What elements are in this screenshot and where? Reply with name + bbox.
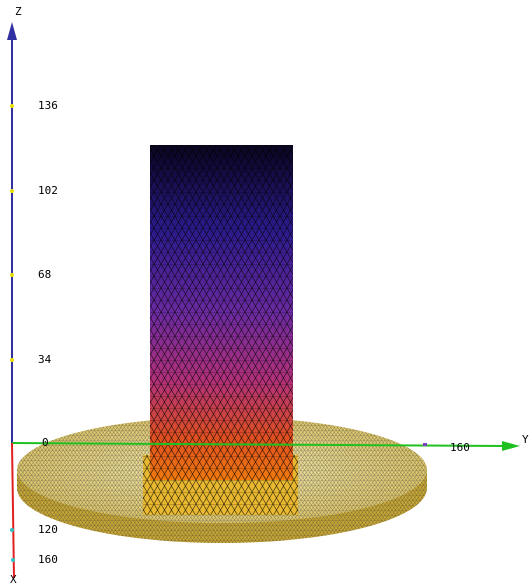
y-tick-label: 160 (450, 441, 470, 454)
x-tick-label: 120 (38, 523, 58, 536)
z-tick-label: 102 (38, 184, 58, 197)
x-axis-label: X (10, 573, 17, 586)
z-axis (7, 22, 17, 443)
column (150, 145, 293, 480)
z-tick-label: 136 (38, 99, 58, 112)
z-tick-label: 34 (38, 353, 52, 366)
y-axis-label: Y (522, 433, 529, 446)
z-tick-label: 0 (42, 436, 49, 449)
x-axis (10, 443, 15, 578)
x-tick-label: 160 (38, 553, 58, 566)
mesh-view: Z 136 102 68 34 0 160 Y 120 160 X (0, 0, 532, 587)
z-tick-label: 68 (38, 268, 51, 281)
z-axis-label: Z (15, 5, 22, 18)
